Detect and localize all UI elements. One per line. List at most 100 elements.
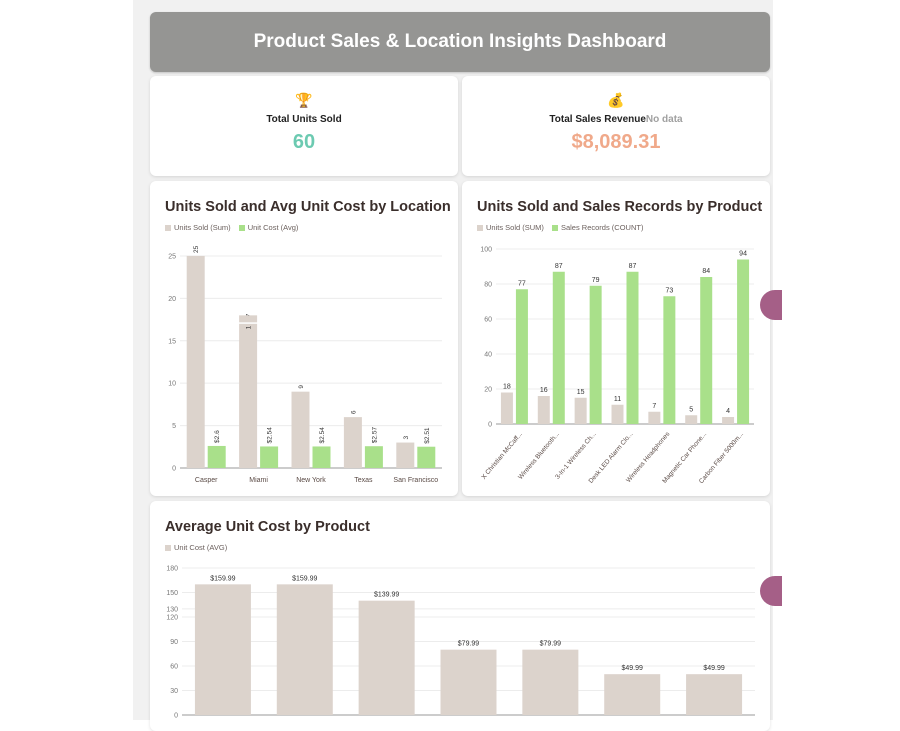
bar [700, 277, 713, 424]
page-title: Product Sales & Location Insights Dashbo… [253, 31, 667, 52]
bar [291, 391, 310, 468]
data-label: 3 [403, 436, 410, 440]
kpi-label-text: Total Sales Revenue [549, 114, 646, 125]
bar [186, 255, 205, 468]
chart-legend: Units Sold (Sum) Unit Cost (Avg) [165, 223, 298, 232]
x-tick-label: Casper [195, 477, 218, 484]
chart-legend: Units Sold (SUM) Sales Records (COUNT) [477, 223, 643, 232]
kpi-card-units-sold: 🏆 Total Units Sold 60 [150, 76, 458, 176]
bar [685, 415, 698, 424]
data-label: 1 [246, 325, 253, 329]
legend-item: Unit Cost (AVG) [165, 543, 227, 552]
bar [343, 417, 362, 468]
data-label: 84 [702, 268, 710, 275]
chart-card-product: Units Sold and Sales Records by Product … [462, 181, 770, 496]
chart-card-location: Units Sold and Avg Unit Cost by Location… [150, 181, 458, 496]
data-label: $2.51 [424, 427, 431, 444]
data-label: 94 [739, 251, 747, 258]
y-tick-label: 40 [484, 352, 492, 359]
data-label: 16 [540, 387, 548, 394]
y-tick-label: 80 [484, 282, 492, 289]
data-label: 11 [614, 396, 621, 403]
data-label: $2.54 [267, 427, 274, 444]
bar [239, 315, 258, 323]
y-tick-label: 150 [166, 590, 178, 597]
y-tick-label: 120 [166, 615, 178, 622]
bar [611, 404, 624, 424]
y-tick-label: 0 [174, 713, 178, 720]
legend-label: Units Sold (Sum) [174, 223, 231, 232]
panel-toggle-handle[interactable] [760, 290, 782, 320]
no-data-note: No data [645, 114, 683, 125]
panel-toggle-handle[interactable] [760, 576, 782, 606]
data-label: 87 [555, 263, 563, 270]
legend-label: Unit Cost (Avg) [247, 223, 299, 232]
y-tick-label: 60 [170, 664, 178, 671]
x-tick-label: X Christian McCaff... [480, 431, 524, 481]
bar [194, 584, 251, 715]
data-label: 18 [503, 384, 511, 391]
bar [364, 446, 383, 468]
data-label: $2.6 [214, 430, 221, 443]
data-label: 87 [629, 263, 637, 270]
y-tick-label: 25 [168, 253, 176, 260]
y-tick-label: 60 [484, 317, 492, 324]
x-tick-label: New York [296, 477, 326, 484]
data-label: $139.99 [374, 592, 399, 599]
y-tick-label: 30 [170, 688, 178, 695]
y-tick-label: 5 [172, 423, 176, 430]
bar [276, 584, 333, 715]
bar [722, 417, 735, 424]
kpi-value-total-revenue: $8,089.31 [571, 131, 661, 153]
y-tick-label: 20 [484, 387, 492, 394]
data-label: $79.99 [540, 641, 562, 648]
data-label: 77 [518, 280, 526, 287]
bar [537, 396, 550, 424]
x-tick-label: 3-In-1 Wireless Ch... [554, 431, 598, 481]
data-label: $2.54 [319, 427, 326, 444]
bar [574, 397, 587, 424]
x-tick-label: Wireless Bluetooth... [517, 431, 561, 481]
bar [312, 446, 331, 468]
bar [515, 289, 528, 424]
bar [207, 445, 226, 468]
bar [239, 323, 258, 468]
x-tick-label: San Francisco [393, 477, 438, 484]
legend-label: Sales Records (COUNT) [560, 223, 644, 232]
data-label: 73 [665, 287, 673, 294]
chart-legend: Unit Cost (AVG) [165, 543, 227, 552]
legend-item: Sales Records (COUNT) [551, 223, 644, 232]
x-tick-label: Miami [249, 477, 268, 484]
chart-product-svg: 0 20 40 60 80 100 18 77 X Christian McCaff... 16 8… [480, 247, 754, 485]
bar [417, 446, 436, 468]
bar [522, 649, 579, 715]
legend-label: Unit Cost (AVG) [174, 543, 228, 552]
bar [260, 446, 279, 468]
chart-avgcost-svg: 0 30 60 90 120 130 150 180 $159.99 $159.99 $139.99… [166, 566, 755, 720]
data-label: $79.99 [458, 641, 480, 648]
legend-item: Unit Cost (Avg) [238, 223, 299, 232]
data-label: $159.99 [292, 575, 317, 582]
legend-item: Units Sold (Sum) [165, 223, 231, 232]
bar [552, 271, 565, 424]
bar [626, 271, 639, 424]
data-label: 79 [592, 277, 600, 284]
chart-title: Average Unit Cost by Product [165, 519, 370, 535]
bar [396, 442, 415, 468]
kpi-card-total-revenue: 💰 Total Sales RevenueNo data $8,089.31 [462, 76, 770, 176]
bar [686, 674, 743, 715]
money-bag-icon: 💰 [607, 92, 625, 108]
bar [500, 392, 513, 424]
data-label: $49.99 [622, 665, 644, 672]
data-label: 6 [350, 410, 357, 414]
legend-item: Units Sold (SUM) [477, 223, 544, 232]
data-label: 4 [726, 408, 730, 415]
bar [358, 600, 415, 715]
data-label: 25 [193, 245, 200, 253]
legend-label: Units Sold (SUM) [486, 223, 544, 232]
chart-card-avg-cost: Average Unit Cost by Product Unit Cost (… [150, 501, 770, 731]
bar [737, 259, 750, 424]
y-tick-label: 15 [168, 338, 176, 345]
x-tick-label: Texas [354, 477, 373, 484]
trophy-icon: 🏆 [295, 92, 313, 108]
